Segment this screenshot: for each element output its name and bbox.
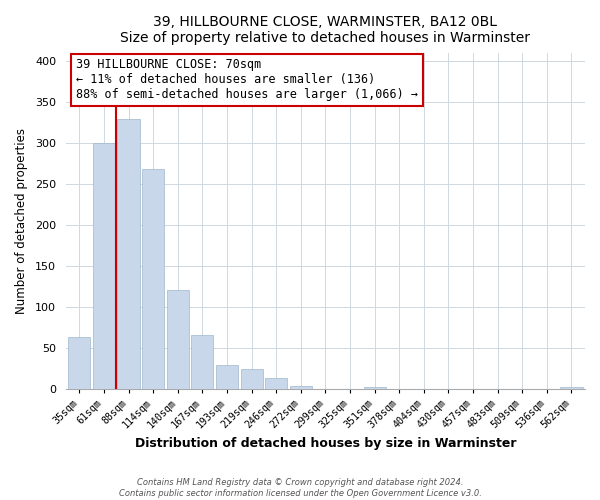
Bar xyxy=(68,337,91,388)
Bar xyxy=(167,290,189,388)
Bar xyxy=(191,336,214,388)
Text: 39 HILLBOURNE CLOSE: 70sqm
← 11% of detached houses are smaller (136)
88% of sem: 39 HILLBOURNE CLOSE: 70sqm ← 11% of deta… xyxy=(76,58,418,102)
Bar xyxy=(364,387,386,388)
Bar xyxy=(118,118,140,388)
Text: Contains HM Land Registry data © Crown copyright and database right 2024.
Contai: Contains HM Land Registry data © Crown c… xyxy=(119,478,481,498)
Bar xyxy=(142,170,164,388)
X-axis label: Distribution of detached houses by size in Warminster: Distribution of detached houses by size … xyxy=(134,437,516,450)
Bar xyxy=(241,369,263,388)
Bar xyxy=(216,365,238,388)
Bar xyxy=(265,378,287,388)
Y-axis label: Number of detached properties: Number of detached properties xyxy=(15,128,28,314)
Bar xyxy=(560,387,583,388)
Title: 39, HILLBOURNE CLOSE, WARMINSTER, BA12 0BL
Size of property relative to detached: 39, HILLBOURNE CLOSE, WARMINSTER, BA12 0… xyxy=(121,15,530,45)
Bar xyxy=(290,386,312,388)
Bar xyxy=(93,143,115,388)
